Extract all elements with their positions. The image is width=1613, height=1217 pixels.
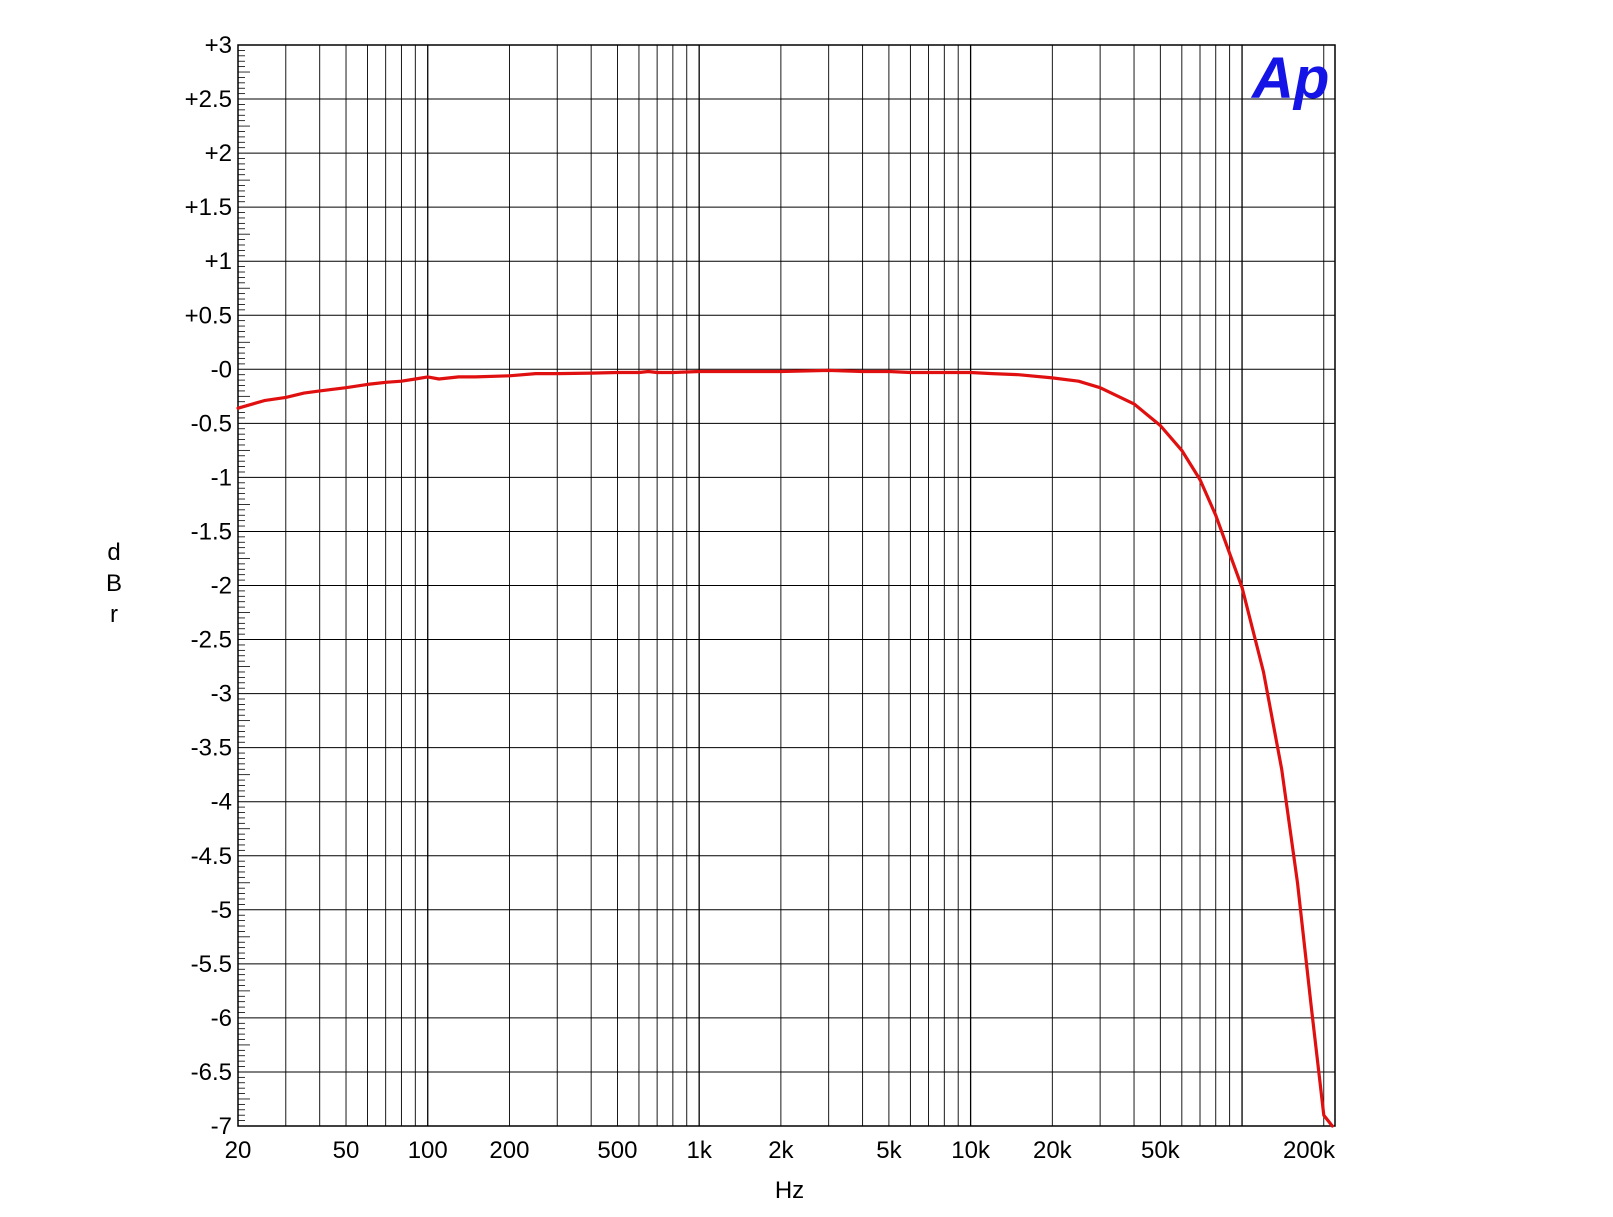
y-tick-label: +2.5 [185, 86, 232, 113]
y-axis-label-char: d [107, 539, 120, 566]
y-tick-label: -3 [211, 681, 232, 708]
y-tick-label: -7 [211, 1113, 232, 1140]
x-tick-label: 50k [1141, 1137, 1181, 1164]
y-tick-label: +1 [205, 248, 232, 275]
x-tick-label: 1k [686, 1137, 712, 1164]
y-tick-label: -0.5 [191, 410, 232, 437]
y-tick-label: +1.5 [185, 194, 232, 221]
y-tick-label: -6.5 [191, 1059, 232, 1086]
y-axis-label-char: B [106, 570, 122, 597]
y-tick-label: -4.5 [191, 843, 232, 870]
y-tick-label: -3.5 [191, 735, 232, 762]
y-tick-labels: +3 +2.5 +2 +1.5 +1 +0.5 -0 -0.5 -1 -1.5 -2 -2.5 -3 -3… [185, 32, 232, 1140]
x-tick-label: 10k [951, 1137, 991, 1164]
y-tick-label: +3 [205, 32, 232, 59]
x-tick-label: 200 [489, 1137, 529, 1164]
x-tick-label: 20 [225, 1137, 252, 1164]
grid [238, 44, 1335, 1127]
y-tick-label: -2 [211, 573, 232, 600]
x-axis-label: Hz [775, 1177, 804, 1204]
x-tick-label: 50 [333, 1137, 360, 1164]
y-minor-ticks [238, 50, 250, 1121]
y-tick-label: +2 [205, 140, 232, 167]
plot-frame [237, 44, 1336, 1127]
x-tick-label: 2k [768, 1137, 794, 1164]
y-tick-label: -1 [211, 464, 232, 491]
series-layer [236, 368, 1334, 1128]
y-tick-label: -5.5 [191, 951, 232, 978]
x-tick-label: 200k [1283, 1137, 1336, 1164]
y-tick-label: -4 [211, 789, 232, 816]
y-tick-label: +0.5 [185, 302, 232, 329]
x-tick-label: 5k [876, 1137, 902, 1164]
y-tick-label: -5 [211, 897, 232, 924]
x-tick-labels: 20 50 100 200 500 1k 2k 5k 10k 20k 50k 200k [225, 1137, 1336, 1164]
series-line [236, 368, 1334, 1128]
y-tick-label: -2.5 [191, 627, 232, 654]
x-tick-label: 100 [408, 1137, 448, 1164]
x-tick-label: 500 [597, 1137, 637, 1164]
y-tick-label: -1.5 [191, 518, 232, 545]
y-axis-label-char: r [110, 601, 118, 628]
y-tick-label: -6 [211, 1005, 232, 1032]
y-axis-label: dBr [106, 539, 122, 628]
x-tick-label: 20k [1033, 1137, 1073, 1164]
y-tick-label: -0 [211, 356, 232, 383]
ap-logo: Ap [1250, 46, 1329, 111]
